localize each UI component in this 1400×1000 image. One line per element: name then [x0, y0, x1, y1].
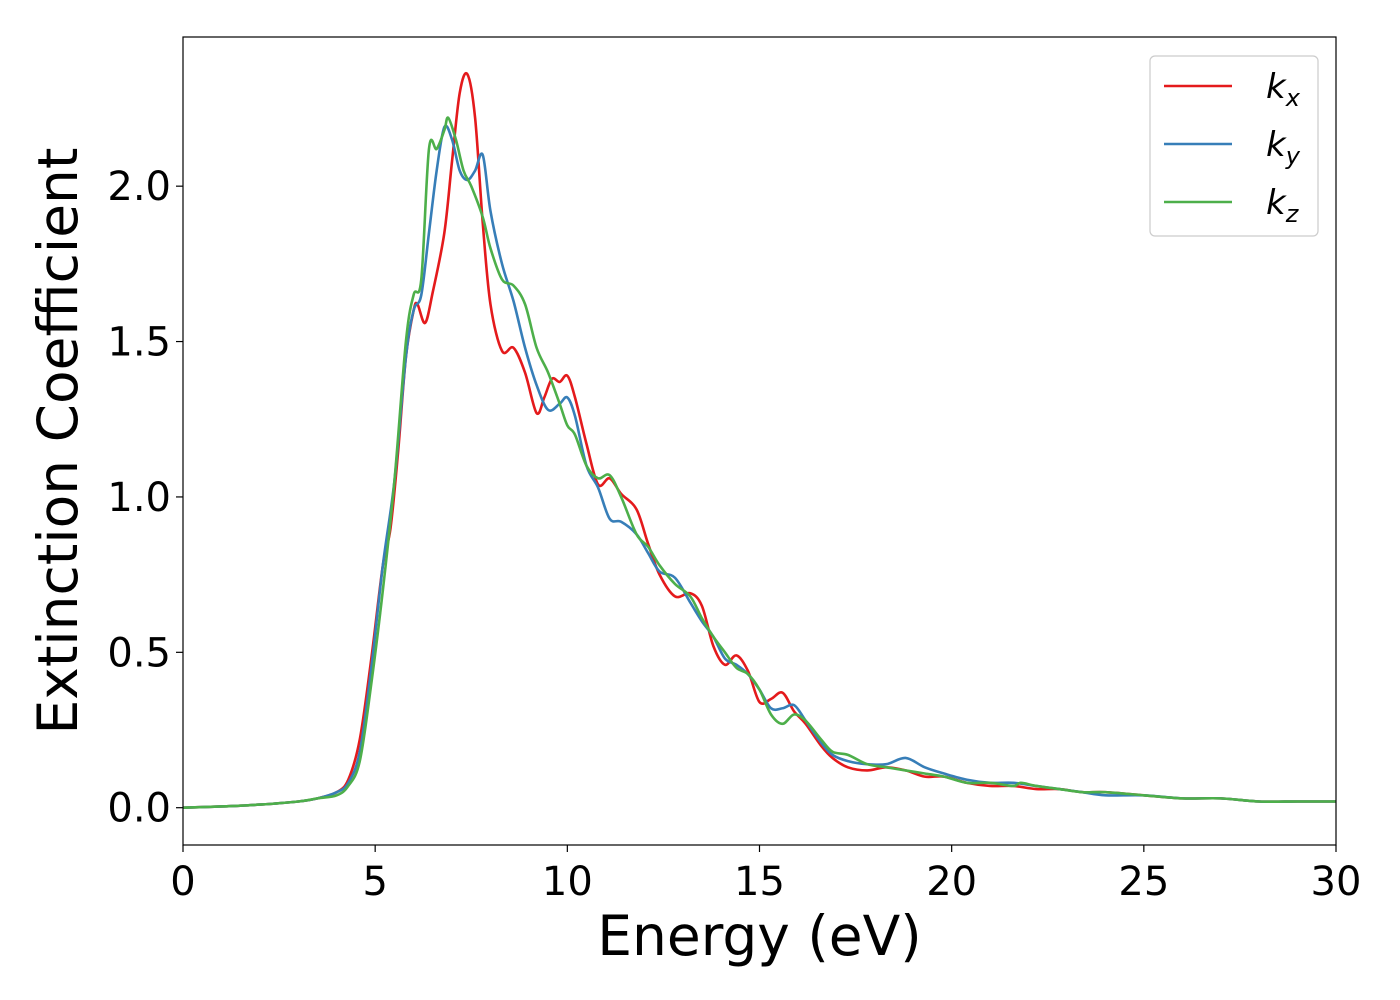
x-axis: 0 5 10 15 20 25 30	[170, 845, 1361, 905]
series-line-z	[183, 116, 1336, 810]
y-tick-label: 1.5	[107, 320, 171, 366]
y-tick-label: 0.5	[107, 630, 171, 676]
x-tick-label: 10	[542, 859, 593, 905]
y-tick-label: 0.0	[107, 786, 171, 832]
series-layer	[183, 72, 1336, 810]
y-axis-title: Extinction Coefficient	[26, 148, 90, 735]
legend-label-y: ky	[1266, 125, 1301, 170]
x-tick-label: 30	[1311, 859, 1362, 905]
legend-box	[1149, 55, 1319, 237]
x-tick-label: 20	[926, 859, 977, 905]
legend-label-z: kz	[1266, 183, 1300, 228]
x-tick-label: 0	[170, 859, 195, 905]
y-tick-label: 1.0	[107, 475, 171, 521]
y-axis: 0.0 0.5 1.0 1.5 2.0	[107, 164, 183, 832]
x-tick-label: 25	[1118, 859, 1169, 905]
legend-label-x: kx	[1266, 67, 1301, 112]
x-tick-label: 15	[734, 859, 785, 905]
x-tick-label: 5	[362, 859, 387, 905]
y-tick-label: 2.0	[107, 164, 171, 210]
legend: kx ky kz	[1149, 55, 1319, 237]
x-axis-title: Energy (eV)	[597, 904, 921, 968]
